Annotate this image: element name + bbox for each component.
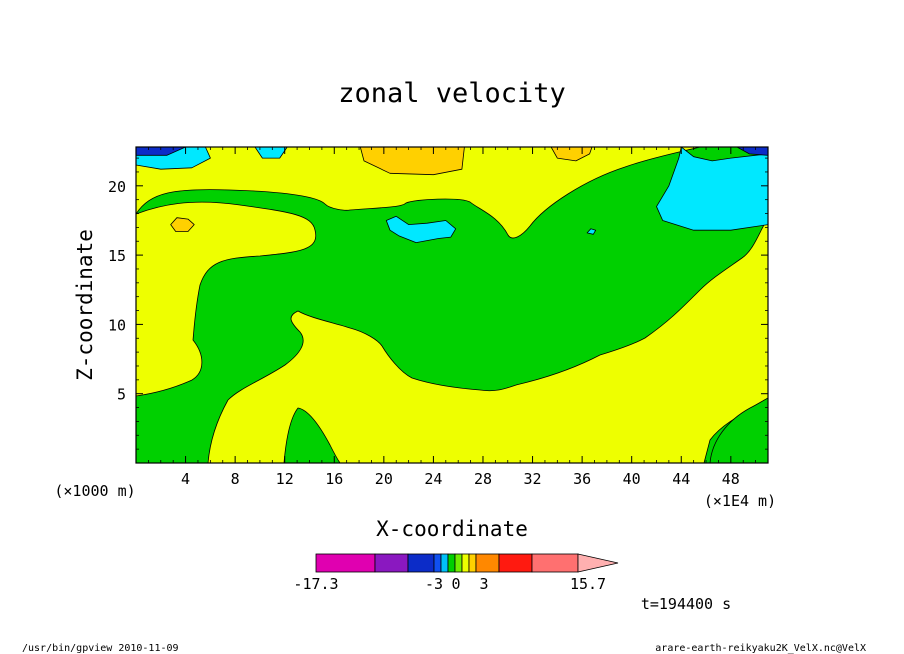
- x-scale-note: (×1E4 m): [704, 492, 776, 510]
- colorbar: -17.3 -3 0 3 15.7: [293, 553, 619, 593]
- colorbar-segment: [475, 553, 500, 573]
- footer-left-note: /usr/bin/gpview 2010-11-09: [22, 643, 179, 654]
- x-tick-label: 8: [231, 470, 240, 488]
- colorbar-segment: [447, 553, 456, 573]
- colorbar-label: 15.7: [570, 575, 606, 593]
- green-region-bottom-right: [709, 397, 768, 463]
- colorbar-segment: [461, 553, 470, 573]
- colorbar-label: 0: [451, 575, 460, 593]
- green-island-bottom: [283, 407, 341, 463]
- x-tick-label: 48: [722, 470, 740, 488]
- x-tick-label: 40: [623, 470, 641, 488]
- colorbar-label: -17.3: [293, 575, 338, 593]
- contour-region-dark-blue-6: [736, 147, 768, 156]
- x-tick-label: 4: [181, 470, 190, 488]
- colorbar-segment: [374, 553, 409, 573]
- contour-region-cyan-8: [586, 228, 597, 235]
- contour-region-orange-9: [170, 217, 195, 232]
- colorbar-segment: [315, 553, 376, 573]
- colorbar-segment: [440, 553, 449, 573]
- x-tick-label: 44: [672, 470, 690, 488]
- x-axis: 4 8 12 16 20 24 28 32 36 40 44 48: [147, 147, 757, 488]
- y-tick-label: 5: [117, 386, 126, 404]
- colorbar-label: 3: [479, 575, 488, 593]
- colorbar-segment: [531, 553, 579, 573]
- y-tick-label: 20: [108, 178, 126, 196]
- x-tick-label: 32: [524, 470, 542, 488]
- plot-area: [136, 147, 768, 463]
- colorbar-label: -3: [425, 575, 443, 593]
- x-tick-label: 28: [474, 470, 492, 488]
- footer-right-note: arare-earth-reikyaku2K_VelX.nc@VelX: [655, 643, 866, 654]
- x-axis-label: X-coordinate: [376, 517, 528, 541]
- colorbar-segment: [433, 553, 442, 573]
- yellow-region-left: [136, 201, 317, 397]
- y-tick-label: 15: [108, 247, 126, 265]
- y-scale-note: (×1000 m): [54, 482, 135, 500]
- colorbar-segment: [468, 553, 477, 573]
- colorbar-segment: [407, 553, 435, 573]
- x-tick-label: 16: [325, 470, 343, 488]
- x-tick-label: 12: [276, 470, 294, 488]
- y-tick-label: 10: [108, 316, 126, 334]
- x-tick-label: 20: [375, 470, 393, 488]
- time-label: t=194400 s: [641, 595, 731, 613]
- colorbar-segment: [498, 553, 533, 573]
- x-tick-label: 36: [573, 470, 591, 488]
- contour-region-orange-3: [359, 147, 465, 176]
- yellow-region-top: [136, 147, 701, 239]
- contour-region-cyan-2: [254, 147, 288, 159]
- colorbar-arrow: [577, 553, 619, 573]
- chart-title: zonal velocity: [338, 78, 566, 109]
- y-axis-label: Z-coordinate: [73, 229, 97, 381]
- yellow-region-bottom: [207, 217, 768, 463]
- contour-region-cyan-5: [656, 147, 768, 231]
- contour-region-cyan-7: [385, 215, 457, 243]
- y-axis: 5 10 15 20: [108, 157, 768, 450]
- plot-frame: [135, 146, 769, 464]
- x-tick-label: 24: [424, 470, 442, 488]
- colorbar-segment: [454, 553, 463, 573]
